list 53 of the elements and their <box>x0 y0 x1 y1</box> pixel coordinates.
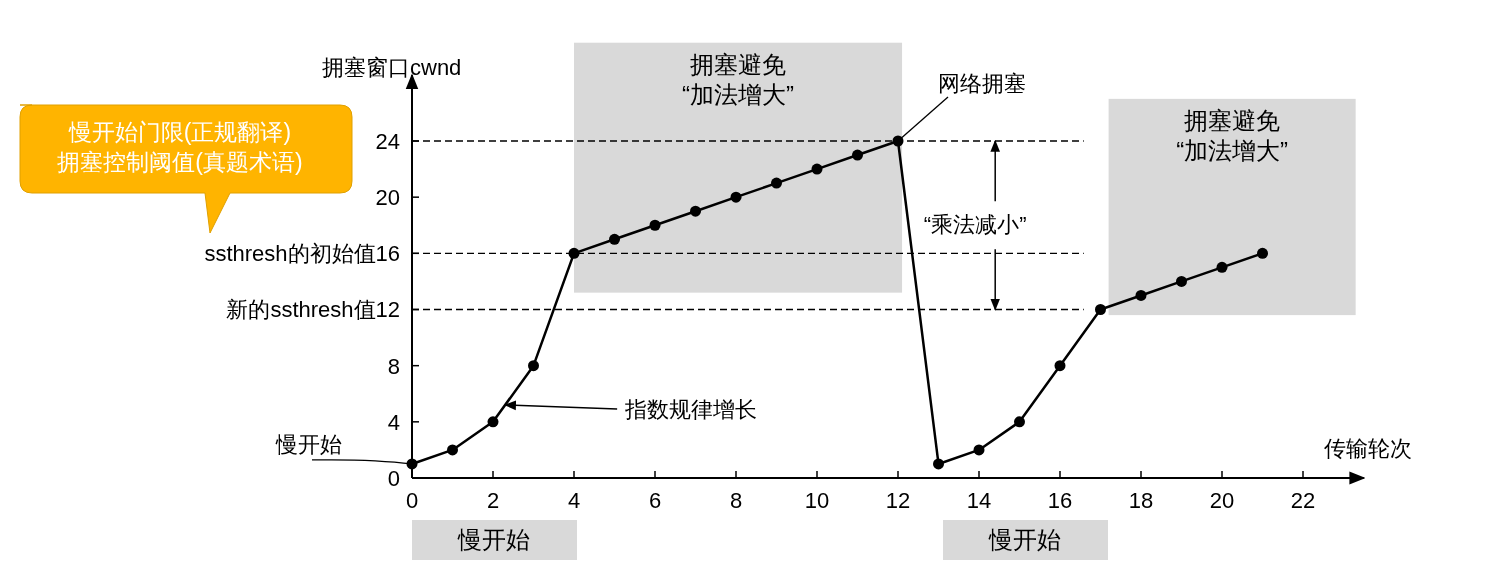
x-tick-label: 18 <box>1128 488 1154 513</box>
point <box>1095 304 1106 315</box>
point <box>1135 289 1147 301</box>
y-tick-label: ssthresh的初始值16 <box>204 241 400 267</box>
x-tick-label: 0 <box>405 488 419 513</box>
y-tick-label: 新的ssthresh值12 <box>226 297 400 323</box>
point <box>852 149 863 161</box>
y-tick-label: 20 <box>375 185 400 211</box>
x-tick-label: 8 <box>729 488 743 513</box>
callout: 慢开始门限(正规翻译) 拥塞控制阈值(真题术语) <box>19 104 353 234</box>
band: 拥塞避免 “加法增大” <box>1108 98 1356 316</box>
point <box>1257 247 1268 259</box>
x-axis-title: 传输轮次 <box>1323 436 1412 461</box>
point <box>528 360 539 372</box>
point <box>1176 275 1187 287</box>
band: 拥塞避免 “加法增大” <box>574 42 903 293</box>
point <box>609 233 620 245</box>
y-tick-label: 8 <box>387 353 400 379</box>
x-tick-label: 10 <box>804 488 830 513</box>
point <box>1014 416 1025 428</box>
x-tick-label: 4 <box>567 488 581 513</box>
point <box>1216 261 1228 273</box>
x-tick-label: 20 <box>1209 488 1235 513</box>
point <box>973 444 985 456</box>
annotation: “乘法减小” <box>923 212 1027 238</box>
annotation: 网络拥塞 <box>938 71 1026 96</box>
x-tick-label: 2 <box>486 488 500 513</box>
point <box>487 416 499 428</box>
y-axis-title: 拥塞窗口cwnd <box>322 55 462 80</box>
label-box: 慢开始 <box>943 520 1108 560</box>
x-tick-label: 22 <box>1290 488 1316 513</box>
point <box>649 219 661 231</box>
point <box>690 205 701 217</box>
point <box>811 163 823 175</box>
annotation: “乘法减小” <box>923 139 1027 311</box>
point <box>447 444 458 456</box>
x-tick-label: 16 <box>1047 488 1073 513</box>
y-tick-label: 24 <box>375 129 400 154</box>
band-label: 拥塞避免 “加法增大” <box>682 50 795 108</box>
annotation: 慢开始 <box>275 431 342 457</box>
x-tick-label: 14 <box>966 488 992 513</box>
band-label: 拥塞避免 “加法增大” <box>1176 106 1289 164</box>
annotation: 指数规律增长 <box>624 396 758 422</box>
point <box>771 177 782 189</box>
point <box>1054 360 1066 372</box>
y-tick-label: 0 <box>387 466 400 491</box>
annotation: 指数规律增长 <box>503 397 758 422</box>
x-tick-label: 12 <box>885 488 911 513</box>
x-tick-label: 6 <box>648 488 662 513</box>
point <box>730 191 742 203</box>
point <box>568 247 580 259</box>
label-box: 慢开始 <box>412 520 577 560</box>
point <box>933 458 944 470</box>
